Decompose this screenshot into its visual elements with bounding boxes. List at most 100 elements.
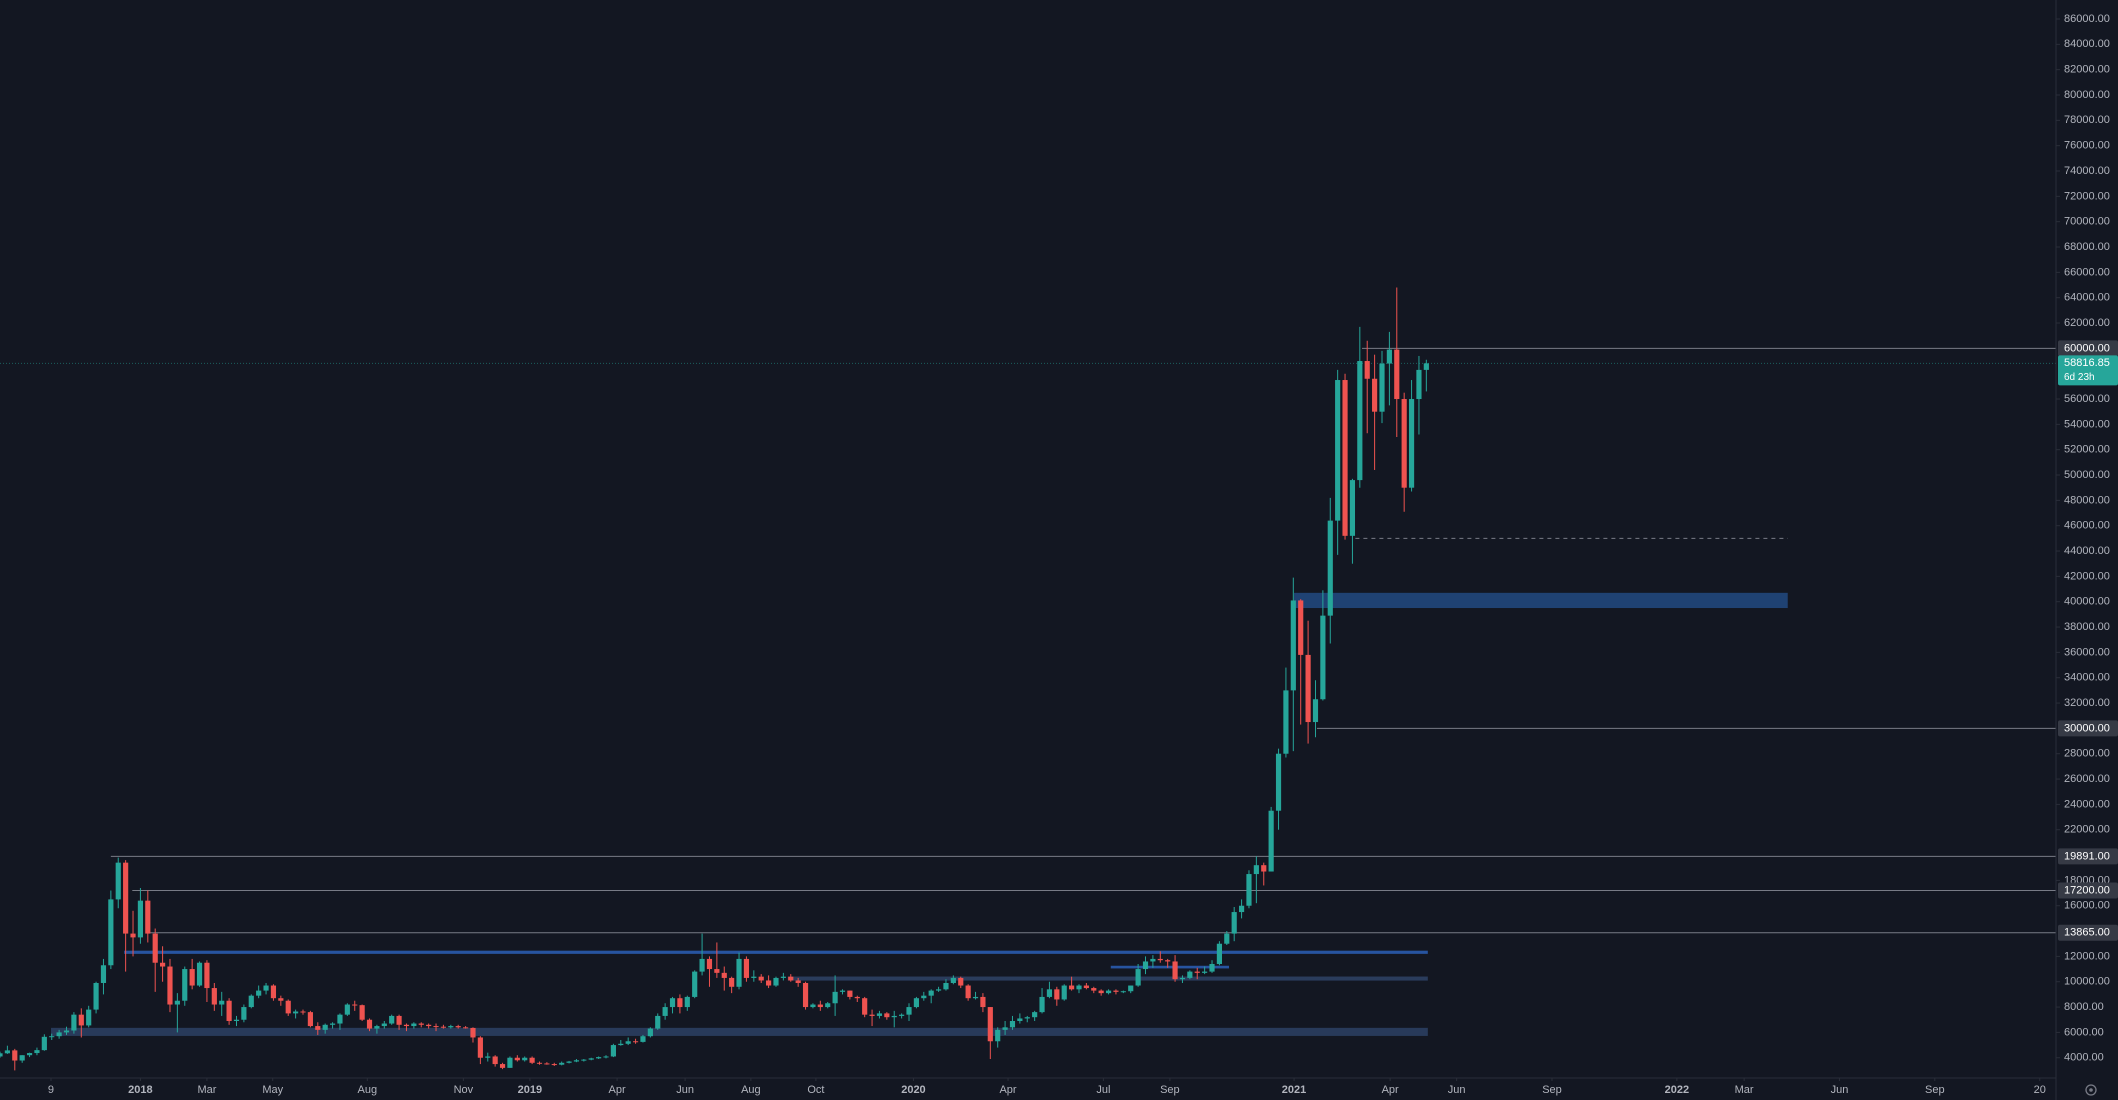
candle-body [1091,988,1097,991]
candle-body [470,1027,476,1038]
x-tick-label: 2021 [1282,1084,1306,1096]
candle-body [573,1060,580,1062]
y-tick-label: 70000.00 [2064,216,2110,228]
candle-body [1298,600,1304,655]
candle-body [1017,1018,1023,1021]
x-tick-label: Apr [1382,1084,1399,1096]
candle-body [108,899,114,966]
candle-body [293,1011,299,1014]
candle-body [167,966,173,1005]
last-price-label: 58816.85 [2064,357,2110,369]
candle-body [1394,349,1400,400]
candle-body [389,1015,395,1024]
x-tick-label: 2019 [518,1084,542,1096]
y-tick-label: 26000.00 [2064,773,2110,785]
candle-body [1046,989,1053,997]
candle-body [182,969,188,1001]
candle-body [315,1026,321,1030]
candle-body [1253,865,1259,875]
candle-body [492,1056,498,1065]
x-tick-label: Sep [1925,1084,1945,1096]
y-tick-label: 48000.00 [2064,494,2110,506]
candle-body [1379,363,1385,412]
candle-body [743,958,750,978]
candle-body [581,1059,587,1061]
x-tick-label: Jun [1448,1084,1466,1096]
candle-body [440,1026,447,1028]
candle-body [366,1019,373,1029]
candle-body [448,1026,454,1028]
candle-body [1105,990,1112,994]
gear-center[interactable] [2089,1088,2093,1092]
y-tick-label: 16000.00 [2064,900,2110,912]
x-tick-label: Oct [807,1084,824,1096]
candle-body [226,1000,232,1021]
candle-body [1357,361,1363,481]
candle-body [263,985,269,991]
candle-body [980,996,986,1008]
candle-body [1275,753,1282,811]
y-tick-label: 56000.00 [2064,393,2110,405]
y-tick-label: 32000.00 [2064,697,2110,709]
level-label-box [2058,924,2118,941]
candle-body [1238,905,1245,913]
candle-body [995,1029,1001,1042]
x-tick-label: Jun [1831,1084,1849,1096]
y-tick-label: 46000.00 [2064,520,2110,532]
candle-body [1312,699,1319,723]
x-tick-label: Jul [1096,1084,1110,1096]
candle-body [839,990,846,992]
candle-body [692,971,698,997]
y-tick-label: 8000.00 [2064,1001,2104,1013]
zone [1294,592,1788,609]
y-tick-label: 66000.00 [2064,266,2110,278]
y-tick-label: 12000.00 [2064,950,2110,962]
candle-body [551,1064,557,1066]
candle-body [766,980,772,986]
candle-body [1342,380,1348,536]
candle-body [1283,690,1289,754]
x-tick-label: Nov [454,1084,474,1096]
x-tick-label: Aug [358,1084,378,1096]
candle-body [160,962,166,967]
candle-body [130,933,136,938]
candle-body [1290,600,1296,691]
x-tick-label: 2020 [901,1084,925,1096]
candle-body [86,1009,92,1026]
price-scale [2056,0,2118,1100]
y-tick-label: 68000.00 [2064,241,2110,253]
x-tick-label: 2022 [1665,1084,1689,1096]
candle-body [189,969,195,986]
candle-body [1305,654,1311,723]
candle-body [943,982,949,990]
x-tick-label: Mar [1735,1084,1754,1096]
candle-body [1320,615,1326,700]
candle-body [1364,361,1370,379]
y-tick-label: 6000.00 [2064,1026,2104,1038]
candle-body [233,1019,240,1021]
candle-body [463,1027,469,1029]
candle-body [322,1024,328,1030]
x-tick-label: Mar [197,1084,216,1096]
candle-body [706,958,713,970]
candle-body [810,1004,816,1008]
candle-body [1416,369,1422,400]
candle-body [1076,985,1082,990]
candle-body [529,1057,535,1063]
gear[interactable] [2085,1084,2097,1096]
candle-body [714,969,720,973]
countdown-label: 6d 23h [2064,372,2095,383]
candle-body [71,1014,77,1031]
y-tick-label: 42000.00 [2064,570,2110,582]
candle-body [854,996,860,999]
level-label: 19891.00 [2064,850,2110,862]
candle-body [285,1000,291,1014]
candle-body [1165,960,1171,962]
candle-body [196,962,203,986]
candle-body [174,1000,180,1005]
candle-body [862,998,868,1015]
candle-body [1246,874,1252,906]
candle-body [736,958,742,987]
x-tick-label: 20 [2034,1084,2046,1096]
settings-icon[interactable] [2085,1084,2097,1096]
